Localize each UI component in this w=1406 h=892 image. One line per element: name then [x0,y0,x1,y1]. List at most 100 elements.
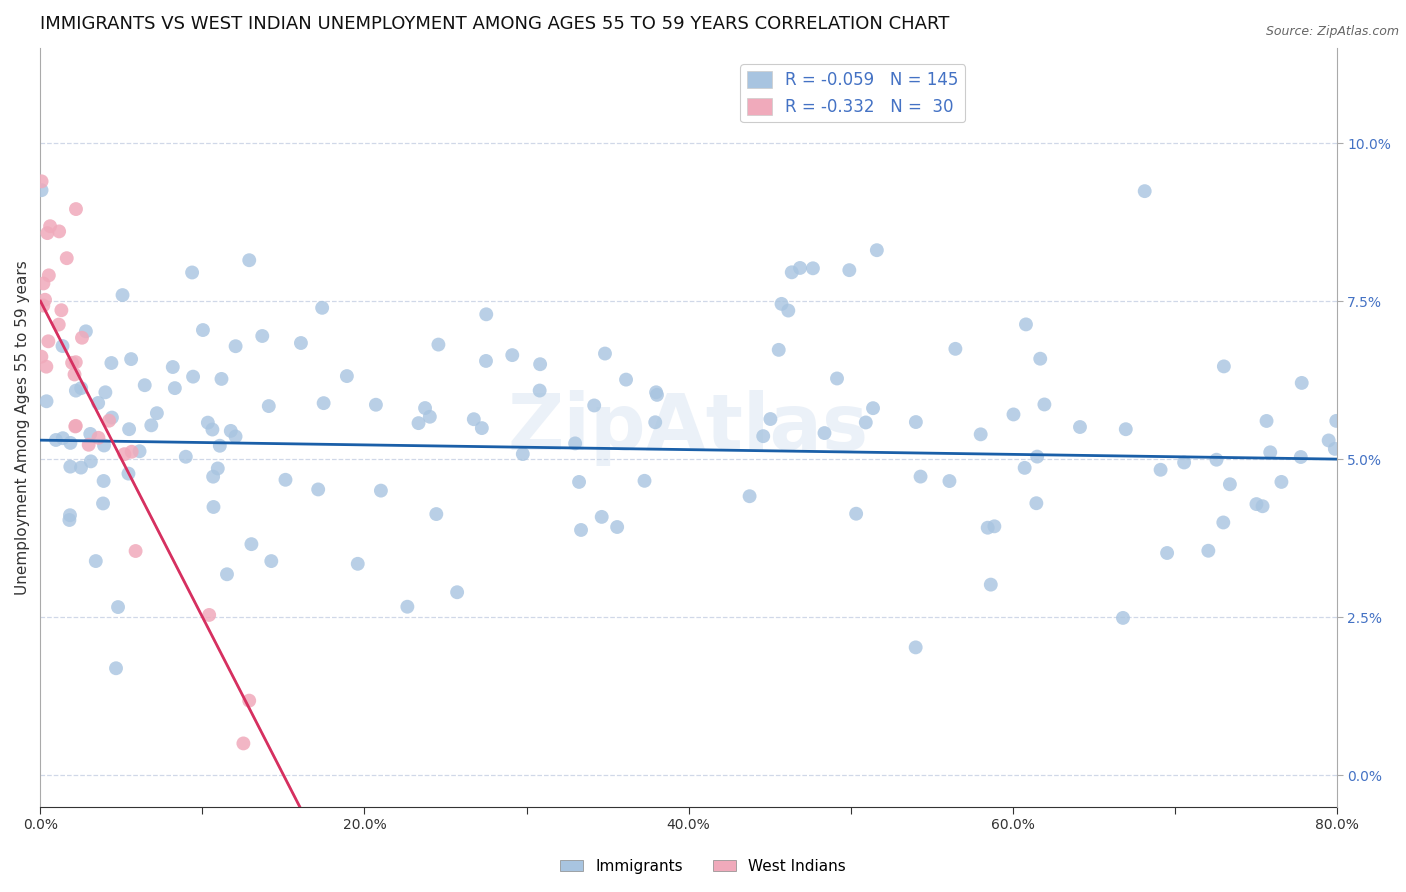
Point [738,489,761,503]
Point [311,301,333,315]
Point [1289,450,1312,464]
Point [274,473,297,487]
Point [752,429,775,443]
Point [260,554,283,568]
Point [32,299,55,313]
Point [58,513,80,527]
Point [238,693,260,707]
Point [1323,442,1346,456]
Point [52,431,75,445]
Point [79,426,101,441]
Point [38,268,60,283]
Point [1205,452,1227,467]
Point [855,416,877,430]
Point [51,339,73,353]
Point [201,423,224,437]
Point [945,342,967,356]
Point [645,385,668,400]
Point [501,348,523,362]
Point [51,303,73,318]
Point [87,431,110,445]
Point [910,469,932,483]
Point [983,519,1005,533]
Point [904,415,927,429]
Point [593,346,616,360]
Point [1317,434,1340,448]
Point [290,336,312,351]
Point [70,460,93,475]
Point [232,736,254,750]
Point [591,509,613,524]
Point [80,454,103,468]
Text: ZipAtlas: ZipAtlas [508,390,869,466]
Point [1149,463,1171,477]
Point [174,450,197,464]
Point [37,334,59,349]
Point [770,297,793,311]
Point [98,414,121,428]
Point [336,369,359,384]
Point [202,469,225,483]
Point [980,577,1002,591]
Point [1324,414,1347,428]
Point [1033,397,1056,411]
Point [211,372,233,386]
Point [427,337,450,351]
Point [1212,359,1234,374]
Point [146,406,169,420]
Point [475,307,498,321]
Point [1256,414,1278,428]
Point [37,226,59,240]
Point [34,293,56,307]
Point [645,388,668,402]
Point [1002,408,1025,422]
Point [181,265,204,279]
Point [606,520,628,534]
Point [100,356,122,370]
Point [1270,475,1292,489]
Point [475,354,498,368]
Point [1014,461,1036,475]
Point [93,474,115,488]
Point [759,412,782,426]
Point [866,243,889,257]
Point [1173,455,1195,469]
Point [91,496,114,510]
Point [813,425,835,440]
Point [1115,422,1137,436]
Point [181,369,204,384]
Point [87,396,110,410]
Point [238,253,260,268]
Point [77,438,100,452]
Point [225,339,247,353]
Point [35,359,58,374]
Point [633,474,655,488]
Point [446,585,468,599]
Point [568,475,591,489]
Point [1025,496,1047,510]
Point [801,261,824,276]
Point [202,500,225,514]
Point [614,373,637,387]
Point [93,438,115,452]
Point [48,224,70,238]
Point [364,398,387,412]
Point [463,412,485,426]
Point [124,544,146,558]
Point [1015,318,1038,332]
Point [583,399,606,413]
Point [59,508,82,523]
Point [65,355,87,369]
Point [1133,184,1156,198]
Point [35,394,58,409]
Point [1069,420,1091,434]
Point [838,263,860,277]
Point [413,401,436,415]
Point [225,429,247,443]
Point [1026,450,1049,464]
Point [1251,500,1274,514]
Point [1029,351,1052,366]
Point [976,521,998,535]
Point [30,350,52,364]
Point [1197,543,1219,558]
